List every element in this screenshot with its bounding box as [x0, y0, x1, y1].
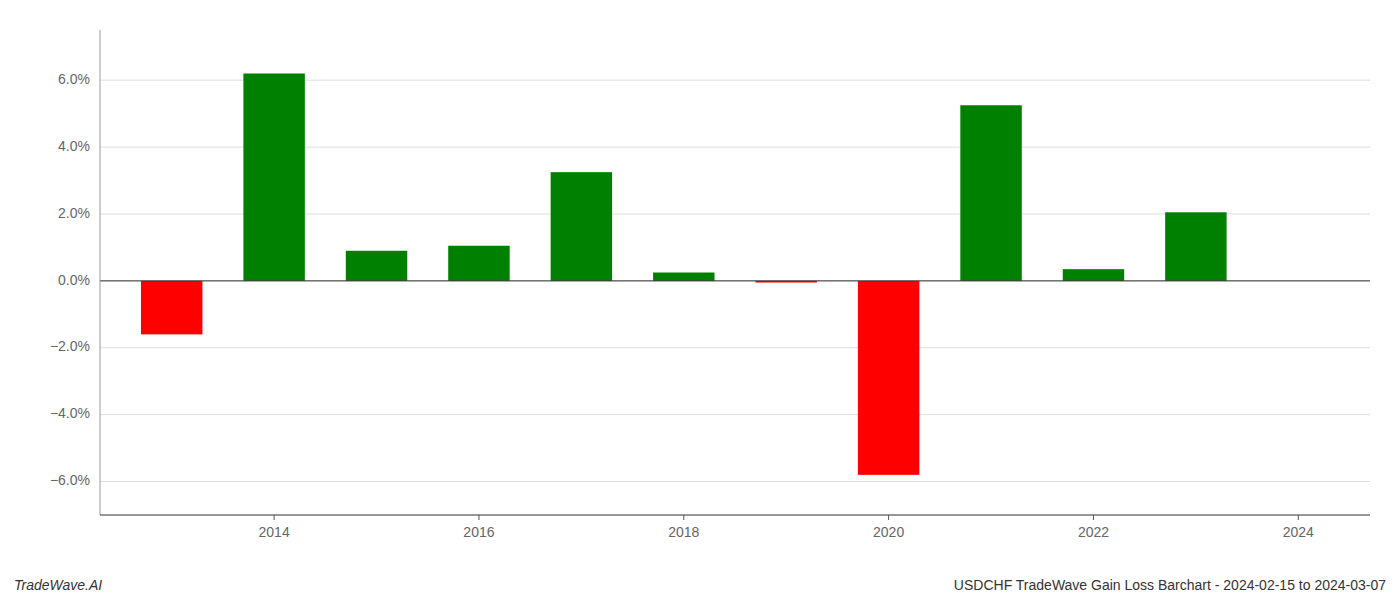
- x-tick-label: 2018: [668, 524, 699, 540]
- x-tick-label: 2022: [1078, 524, 1109, 540]
- chart-container: −6.0%−4.0%−2.0%0.0%2.0%4.0%6.0%201420162…: [0, 0, 1400, 600]
- bar: [653, 273, 714, 281]
- bar: [1165, 212, 1226, 281]
- x-tick-label: 2016: [463, 524, 494, 540]
- y-tick-label: 6.0%: [58, 71, 90, 87]
- x-tick-label: 2024: [1283, 524, 1314, 540]
- title: USDCHF TradeWave Gain Loss Barchart - 20…: [954, 577, 1386, 593]
- bar: [858, 281, 919, 475]
- bar: [448, 246, 509, 281]
- y-tick-label: 2.0%: [58, 205, 90, 221]
- zero-line: [100, 280, 1370, 281]
- grid-line: [100, 481, 1370, 482]
- x-tick: [888, 515, 889, 520]
- x-tick-label: 2020: [873, 524, 904, 540]
- y-tick-label: −4.0%: [50, 405, 90, 421]
- grid-line: [100, 280, 1370, 281]
- y-tick-label: 4.0%: [58, 138, 90, 154]
- x-tick: [1298, 515, 1299, 520]
- y-tick-label: 0.0%: [58, 272, 90, 288]
- x-tick-label: 2014: [259, 524, 290, 540]
- x-tick: [478, 515, 479, 520]
- x-axis-line: [100, 514, 1370, 515]
- bar: [141, 281, 202, 335]
- watermark: TradeWave.AI: [14, 577, 102, 593]
- x-ticks: 2014 2016 2018 2020 2022 2024: [259, 515, 1315, 540]
- grid-line: [100, 414, 1370, 415]
- y-tick-labels: −6.0% −4.0% −2.0% 0.0% 2.0% 4.0% 6.0%: [50, 71, 90, 488]
- bar: [551, 172, 612, 281]
- y-axis-line: [100, 30, 101, 515]
- bar: [243, 73, 304, 280]
- x-tick: [683, 515, 684, 520]
- x-tick: [1093, 515, 1094, 520]
- bar: [1063, 269, 1124, 281]
- y-tick-label: −6.0%: [50, 472, 90, 488]
- bar: [346, 251, 407, 281]
- bar: [960, 105, 1021, 281]
- x-tick: [274, 515, 275, 520]
- y-tick-label: −2.0%: [50, 338, 90, 354]
- grid-line: [100, 347, 1370, 348]
- bars: [141, 73, 1227, 474]
- chart-svg: −6.0%−4.0%−2.0%0.0%2.0%4.0%6.0%201420162…: [0, 0, 1400, 600]
